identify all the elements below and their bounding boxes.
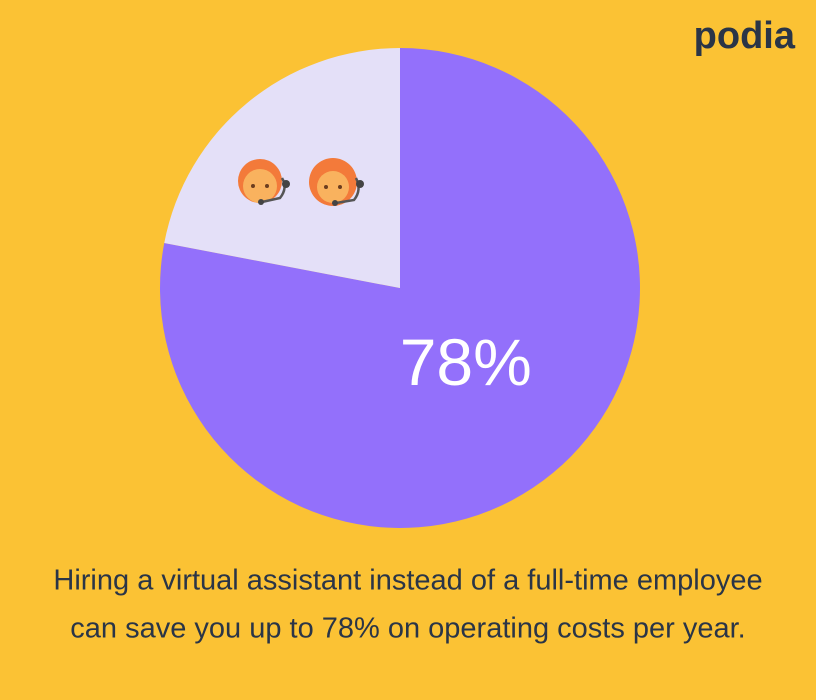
pie-slice <box>164 48 400 288</box>
value-label: 78% <box>400 325 532 399</box>
pie <box>159 48 640 528</box>
brand-logo: podia <box>694 15 796 57</box>
agent-icon <box>238 159 290 205</box>
caption-line: Hiring a virtual assistant instead of a … <box>53 565 762 597</box>
caption-line: can save you up to 78% on operating cost… <box>70 613 745 645</box>
agent-icon <box>309 158 364 206</box>
